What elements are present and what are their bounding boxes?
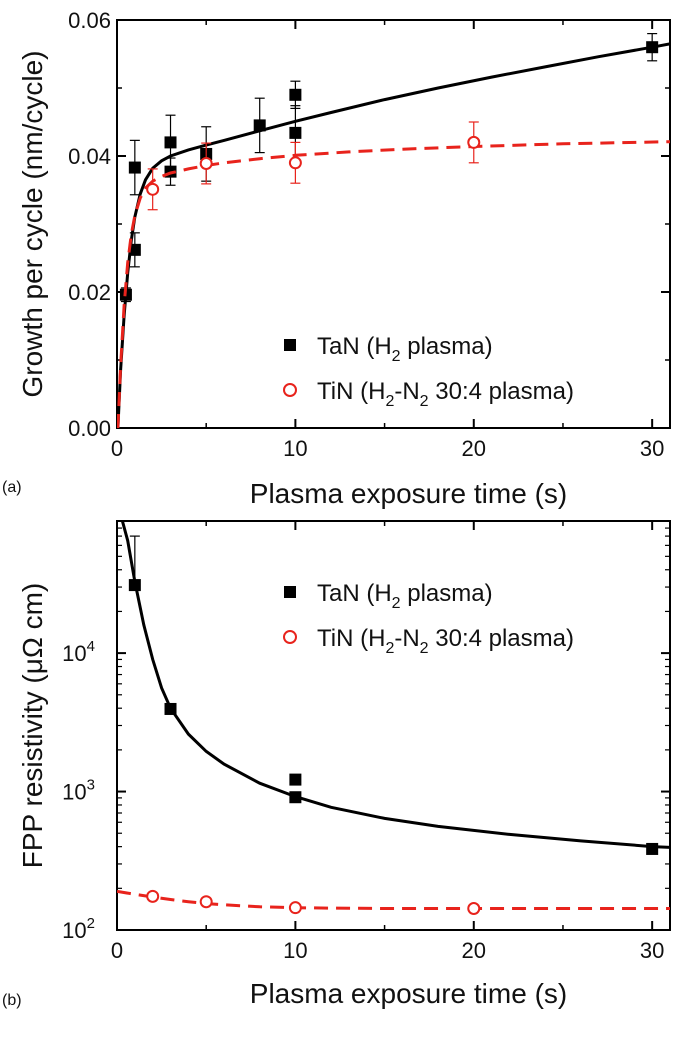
- data-point-tin: [199, 895, 213, 909]
- plot-frame: [116, 19, 671, 429]
- y-tick-label: 0.04: [68, 144, 111, 169]
- data-point-tan: [646, 41, 659, 54]
- data-point-tan: [128, 161, 141, 174]
- plot-frame: [116, 520, 671, 931]
- y-tick-label: 0.06: [68, 8, 111, 33]
- data-point-tin: [467, 135, 481, 149]
- data-point-tin: [467, 901, 481, 915]
- x-tick-label: 30: [640, 436, 664, 461]
- data-point-tan: [289, 126, 302, 139]
- y-tick-label: 103: [62, 777, 95, 805]
- data-point-tan: [164, 136, 177, 149]
- fit-line-tan: [117, 42, 670, 428]
- fit-line-tin: [117, 889, 670, 910]
- y-tick-label: 0.00: [68, 416, 111, 441]
- data-point-tin: [146, 182, 160, 196]
- data-point-tin: [199, 156, 213, 170]
- y-axis-title: Growth per cycle (nm/cycle): [17, 51, 48, 398]
- y-tick-label: 102: [62, 915, 95, 943]
- data-point-tin: [288, 156, 302, 170]
- y-tick-label: 0.02: [68, 280, 111, 305]
- x-axis-title: Plasma exposure time (s): [250, 478, 567, 509]
- data-point-tin: [146, 889, 160, 903]
- x-tick-label: 20: [462, 938, 486, 963]
- panel-b: 0 10 20 30 102 103 104 Plasma exposure time (s)…: [2, 520, 671, 1009]
- x-tick-label: 30: [640, 938, 664, 963]
- panel-label: (b): [2, 992, 22, 1009]
- panel-a: 0 10 20 30 0.00 0.02 0.04 0.06 Plasma exposure t…: [2, 8, 671, 509]
- legend-marker-tan: [284, 339, 296, 351]
- data-point-tan: [128, 579, 141, 592]
- legend-marker-tin: [283, 630, 297, 644]
- data-point-tan: [289, 88, 302, 101]
- data-point-tan: [289, 773, 302, 786]
- x-tick-label: 10: [283, 938, 307, 963]
- legend-label-tan: TaN (H2 plasma): [317, 580, 493, 612]
- legend-label-tan: TaN (H2 plasma): [317, 333, 493, 365]
- legend-marker-tan: [284, 586, 296, 598]
- data-point-tan: [128, 243, 141, 256]
- data-point-tan: [646, 842, 659, 855]
- x-tick-label: 0: [111, 938, 123, 963]
- x-tick-label: 0: [111, 436, 123, 461]
- fit-line-tan: [120, 521, 670, 849]
- plot-area: [117, 521, 670, 915]
- x-tick-label: 20: [462, 436, 486, 461]
- x-axis-title: Plasma exposure time (s): [250, 978, 567, 1009]
- panel-label: (a): [2, 479, 22, 496]
- x-tick-label: 10: [283, 436, 307, 461]
- data-point-tan: [253, 119, 266, 132]
- legend-label-tin: TiN (H2-N2 30:4 plasma): [317, 378, 574, 410]
- fit-line-tin: [117, 140, 670, 428]
- y-tick-label: 104: [62, 638, 95, 666]
- data-point-tin: [288, 901, 302, 915]
- legend-marker-tin: [283, 383, 297, 397]
- y-axis-title: FPP resistivity (μΩ cm): [17, 583, 48, 868]
- legend-label-tin: TiN (H2-N2 30:4 plasma): [317, 625, 574, 657]
- data-point-tan: [289, 791, 302, 804]
- plot-area: [117, 32, 670, 428]
- data-point-tan: [164, 702, 177, 715]
